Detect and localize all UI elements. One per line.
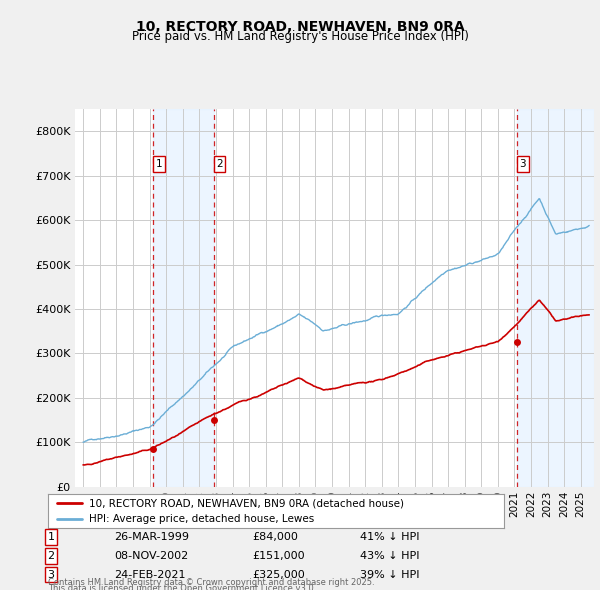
Text: This data is licensed under the Open Government Licence v3.0.: This data is licensed under the Open Gov… xyxy=(48,584,316,590)
Text: 3: 3 xyxy=(520,159,526,169)
Text: 1: 1 xyxy=(156,159,163,169)
Text: 1: 1 xyxy=(47,532,55,542)
Text: 10, RECTORY ROAD, NEWHAVEN, BN9 0RA: 10, RECTORY ROAD, NEWHAVEN, BN9 0RA xyxy=(136,19,464,34)
Text: Price paid vs. HM Land Registry's House Price Index (HPI): Price paid vs. HM Land Registry's House … xyxy=(131,30,469,43)
Bar xyxy=(517,109,594,487)
Text: Contains HM Land Registry data © Crown copyright and database right 2025.: Contains HM Land Registry data © Crown c… xyxy=(48,578,374,587)
Bar xyxy=(154,109,214,487)
Text: HPI: Average price, detached house, Lewes: HPI: Average price, detached house, Lewe… xyxy=(89,514,314,524)
Text: 2: 2 xyxy=(47,551,55,560)
Text: 2: 2 xyxy=(216,159,223,169)
Text: 08-NOV-2002: 08-NOV-2002 xyxy=(114,551,188,560)
Text: 26-MAR-1999: 26-MAR-1999 xyxy=(114,532,189,542)
Text: 10, RECTORY ROAD, NEWHAVEN, BN9 0RA (detached house): 10, RECTORY ROAD, NEWHAVEN, BN9 0RA (det… xyxy=(89,498,404,508)
Text: 3: 3 xyxy=(47,570,55,579)
Text: 41% ↓ HPI: 41% ↓ HPI xyxy=(360,532,419,542)
Text: 39% ↓ HPI: 39% ↓ HPI xyxy=(360,570,419,579)
Text: £151,000: £151,000 xyxy=(252,551,305,560)
Text: £84,000: £84,000 xyxy=(252,532,298,542)
Text: 24-FEB-2021: 24-FEB-2021 xyxy=(114,570,185,579)
Text: 43% ↓ HPI: 43% ↓ HPI xyxy=(360,551,419,560)
Text: £325,000: £325,000 xyxy=(252,570,305,579)
